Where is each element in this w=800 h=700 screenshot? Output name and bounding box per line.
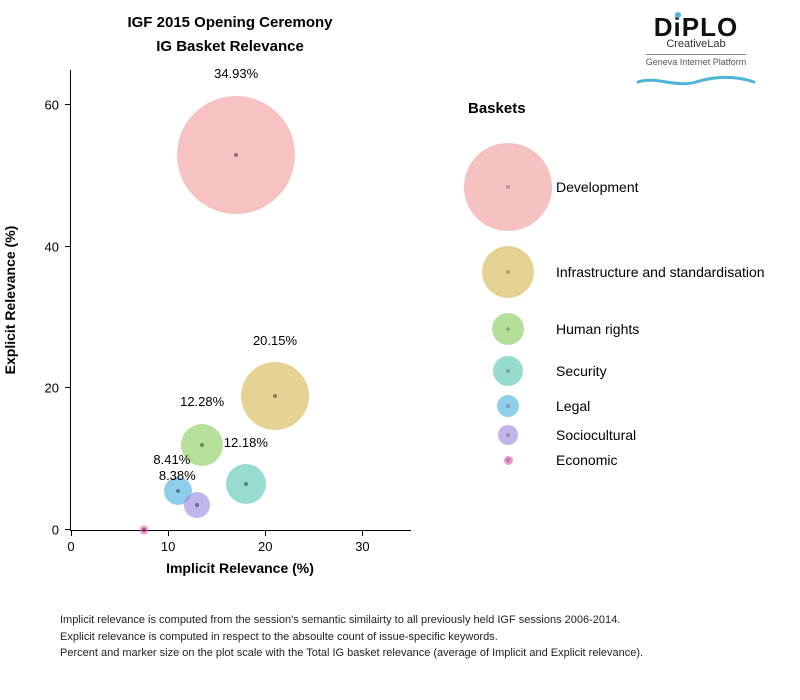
chart-title-1: IGF 2015 Opening Ceremony <box>0 14 460 31</box>
legend-swatch <box>497 395 519 417</box>
bubble-label: 20.15% <box>253 333 297 348</box>
bubble-center-dot <box>244 482 248 486</box>
legend-swatch <box>498 425 518 445</box>
legend-row: Development <box>460 137 780 237</box>
bubble-center-dot <box>200 443 204 447</box>
x-tick <box>168 530 169 536</box>
y-tick <box>65 387 71 388</box>
bubble-center-dot <box>234 153 238 157</box>
legend-label: Human rights <box>556 321 639 337</box>
legend-swatch <box>504 456 513 465</box>
legend-swatch <box>464 143 552 231</box>
legend-row: Legal <box>460 391 780 421</box>
chart-title-2: IG Basket Relevance <box>0 38 460 55</box>
bubble-center-dot <box>176 489 180 493</box>
y-axis-label: Explicit Relevance (%) <box>2 226 18 375</box>
legend-label: Security <box>556 363 607 379</box>
bubble-label: 12.28% <box>180 394 224 409</box>
bubble-label: 8.41% <box>153 452 190 467</box>
x-tick-label: 0 <box>67 539 74 554</box>
bubble-center-dot <box>142 528 146 532</box>
bubble-center-dot <box>273 394 277 398</box>
x-tick-label: 20 <box>258 539 272 554</box>
legend-label: Development <box>556 179 639 195</box>
legend-swatch <box>482 246 534 298</box>
footnotes: Implicit relevance is computed from the … <box>60 612 643 662</box>
legend-row: Infrastructure and standardisation <box>460 237 780 307</box>
legend-title: Baskets <box>468 100 780 117</box>
y-tick-label: 20 <box>45 381 59 396</box>
legend-row: Sociocultural <box>460 421 780 449</box>
legend-swatch <box>492 313 524 345</box>
logo-sub2: Geneva Internet Platform <box>646 54 747 67</box>
x-axis-label: Implicit Relevance (%) <box>70 560 410 576</box>
bubble-center-dot <box>195 503 199 507</box>
legend-label: Infrastructure and standardisation <box>556 264 765 280</box>
legend-row: Security <box>460 351 780 391</box>
legend-label: Legal <box>556 398 590 414</box>
x-tick-label: 30 <box>355 539 369 554</box>
x-tick-label: 10 <box>161 539 175 554</box>
legend-label: Sociocultural <box>556 427 636 443</box>
y-tick-label: 40 <box>45 239 59 254</box>
logo: DiPLO CreativeLab Geneva Internet Platfo… <box>616 14 776 93</box>
bubble-label: 8.38% <box>159 468 196 483</box>
logo-wave-icon <box>636 74 756 88</box>
y-tick <box>65 104 71 105</box>
y-tick <box>65 529 71 530</box>
legend-swatch <box>493 356 523 386</box>
legend-row: Economic <box>460 449 780 471</box>
footnote-line: Percent and marker size on the plot scal… <box>60 645 643 662</box>
y-tick-label: 60 <box>45 98 59 113</box>
x-tick <box>71 530 72 536</box>
legend-row: Human rights <box>460 307 780 351</box>
y-tick <box>65 246 71 247</box>
footnote-line: Implicit relevance is computed from the … <box>60 612 643 629</box>
bubble-label: 34.93% <box>214 66 258 81</box>
bubble-chart: 0102030020406034.93%20.15%12.28%12.18%8.… <box>70 70 411 531</box>
logo-text: DiPLO <box>616 14 776 40</box>
legend-label: Economic <box>556 452 617 468</box>
x-tick <box>362 530 363 536</box>
y-tick-label: 0 <box>52 523 59 538</box>
logo-sub1: CreativeLab <box>616 38 776 50</box>
footnote-line: Explicit relevance is computed in respec… <box>60 629 643 646</box>
bubble-label: 12.18% <box>224 435 268 450</box>
legend: Baskets Development Infrastructure and st… <box>460 100 780 471</box>
x-tick <box>265 530 266 536</box>
